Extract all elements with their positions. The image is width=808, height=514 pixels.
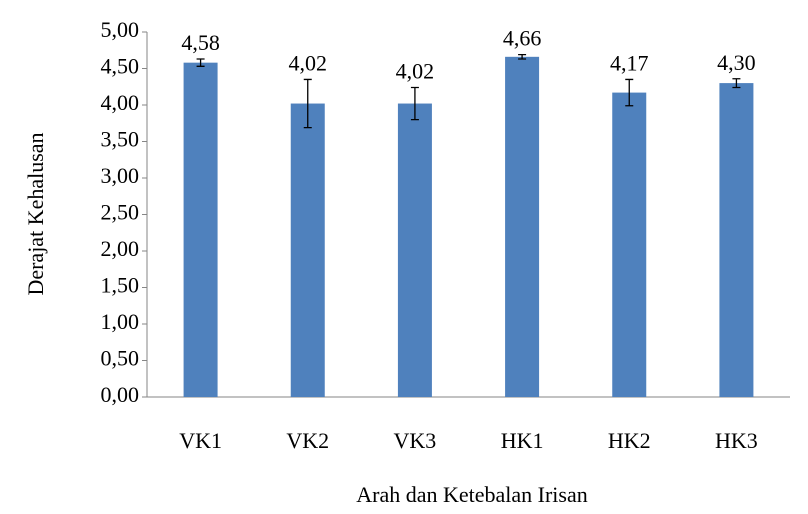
y-tick-label: 2,00 [101,236,140,261]
y-tick-label: 4,50 [101,54,140,79]
y-tick-label: 0,00 [101,382,140,407]
x-tick-label: VK2 [286,428,329,453]
data-label: 4,17 [610,50,649,75]
x-tick-label: HK1 [501,428,544,453]
error-bar [732,78,741,89]
x-tick-label: VK3 [394,428,437,453]
bar [183,62,218,397]
error-bar [625,78,634,107]
y-tick-label: 3,50 [101,127,140,152]
error-bar [410,86,419,121]
y-tick-label: 4,00 [101,90,140,115]
y-tick-label: 5,00 [101,17,140,42]
y-tick-label: 1,00 [101,309,140,334]
bar [290,103,325,397]
data-label: 4,58 [181,30,220,55]
data-label: 4,66 [503,26,542,51]
x-tick-label: VK1 [179,428,222,453]
data-label: 4,02 [396,59,435,84]
error-bar [303,78,312,129]
x-axis-label: Arah dan Ketebalan Irisan [356,482,588,507]
y-tick-label: 1,50 [101,273,140,298]
y-axis-label: Derajat Kehalusan [23,132,48,295]
bar [719,83,754,397]
bar [612,92,647,397]
bar [397,103,432,397]
error-bar [196,58,205,67]
y-tick-label: 2,50 [101,200,140,225]
data-label: 4,02 [289,50,328,75]
x-tick-label: HK2 [608,428,651,453]
bar [505,56,540,397]
y-tick-label: 3,00 [101,163,140,188]
data-label: 4,30 [717,50,756,75]
error-bar [518,53,527,60]
y-tick-label: 0,50 [101,346,140,371]
x-tick-label: HK3 [715,428,758,453]
